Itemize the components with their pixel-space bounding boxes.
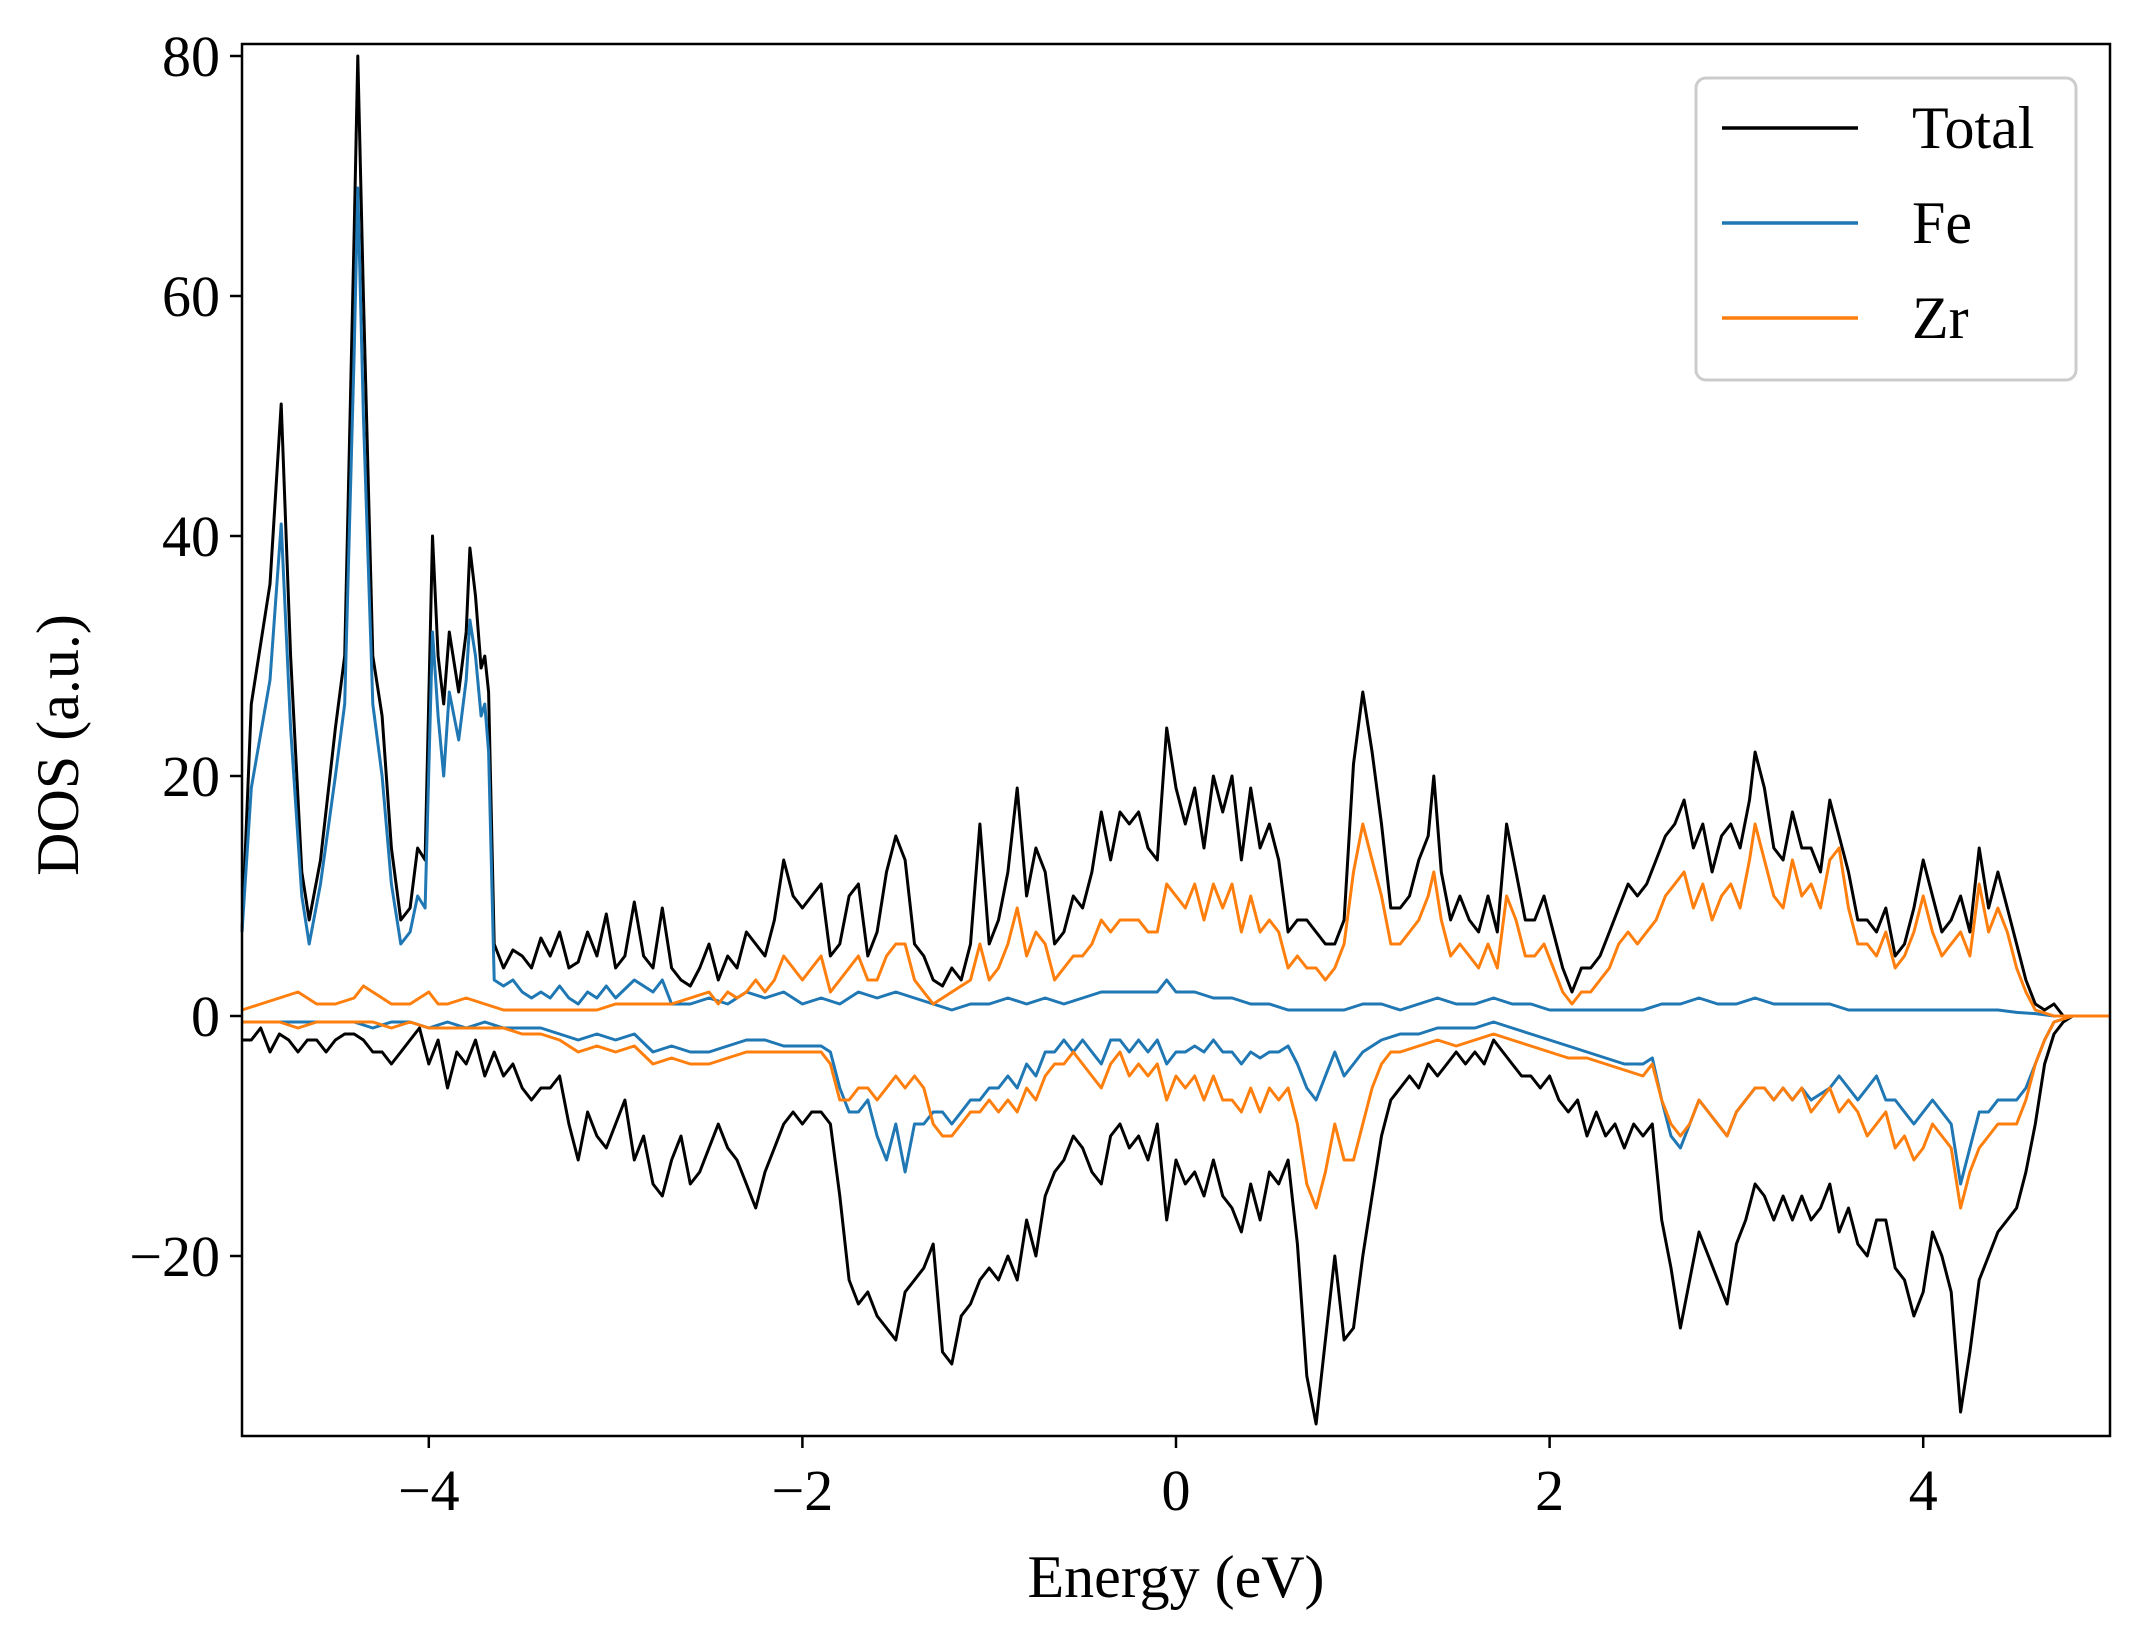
legend: Total Fe Zr [1694, 76, 2078, 382]
x-tick-label: 0 [1162, 1458, 1191, 1523]
y-axis-label: DOS (a.u.) [25, 614, 91, 876]
x-tick-label: 2 [1535, 1458, 1564, 1523]
legend-entries: Total Fe Zr [1722, 95, 2034, 351]
series-line-fe-down [242, 1014, 2110, 1186]
series-line-zr-up [241, 822, 2110, 1018]
series-line-total-up [240, 54, 2110, 1018]
legend-box [1694, 76, 2078, 382]
y-tick-label: 60 [162, 264, 220, 329]
series-line-zr-down [242, 1014, 2110, 1210]
x-tick-label: −2 [772, 1458, 834, 1523]
x-axis-label: Energy (eV) [1027, 1544, 1324, 1610]
series-line-fe-up [240, 186, 2110, 1018]
legend-label-fe: Fe [1912, 190, 1972, 256]
y-tick-label: 20 [162, 744, 220, 809]
legend-label-total: Total [1912, 95, 2034, 161]
series-layer [240, 54, 2110, 1426]
series-line-total-down [242, 1014, 2110, 1426]
y-tick-label: 80 [162, 24, 220, 89]
y-tick-label: −20 [129, 1224, 220, 1289]
legend-label-zr: Zr [1912, 285, 1969, 351]
y-tick-label: 40 [162, 504, 220, 569]
y-tick-label: 0 [191, 984, 220, 1049]
x-tick-label: −4 [398, 1458, 460, 1523]
x-tick-label: 4 [1909, 1458, 1938, 1523]
